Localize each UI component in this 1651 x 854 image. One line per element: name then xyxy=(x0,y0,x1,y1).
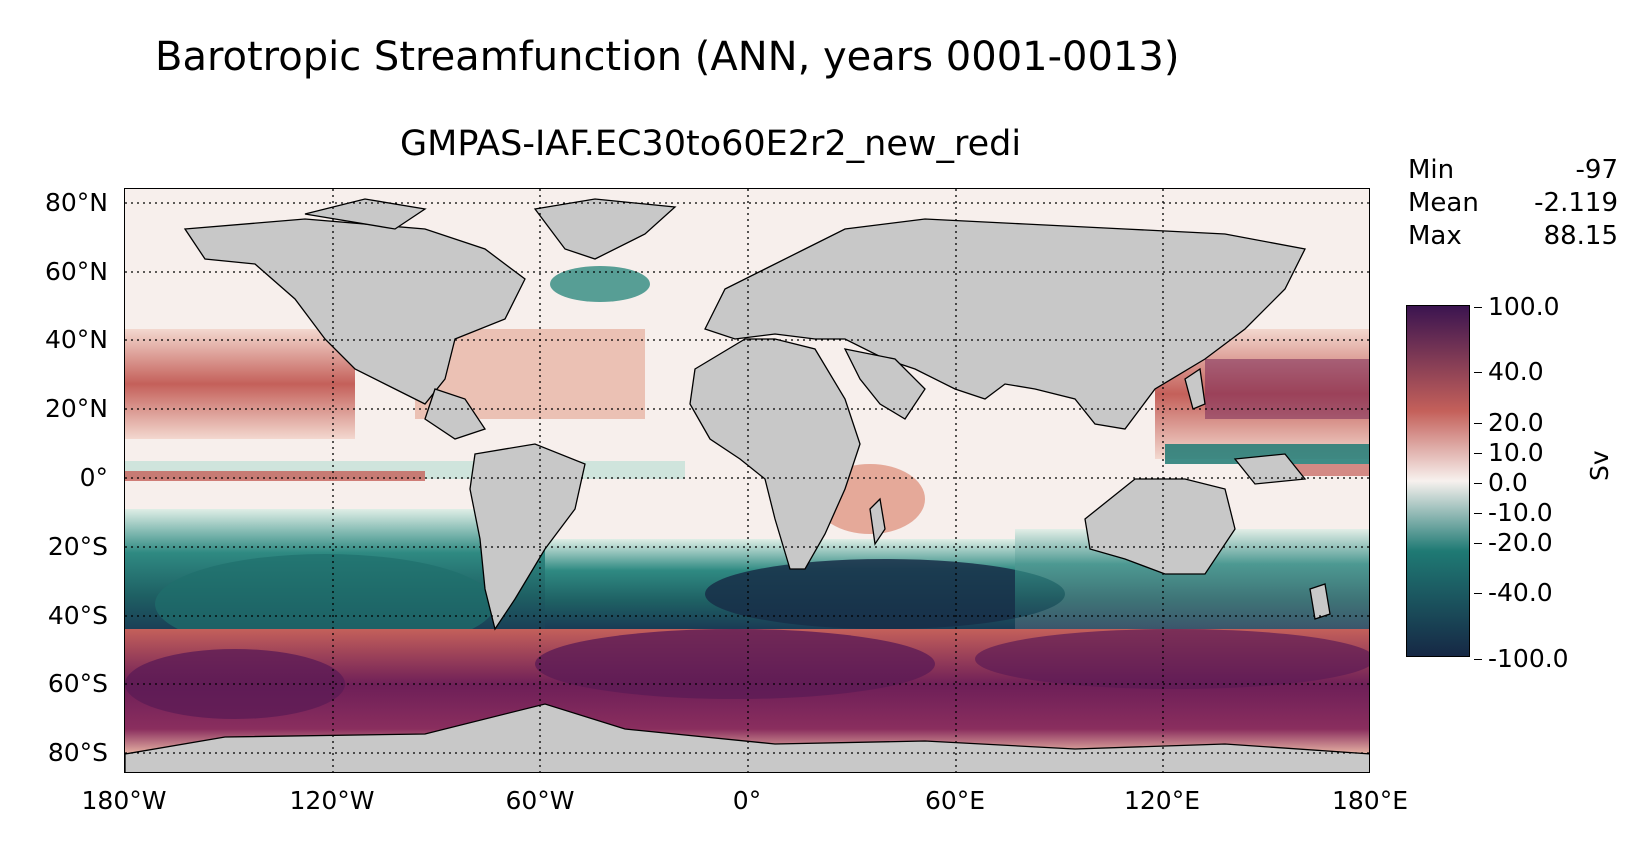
stat-min-label: Min xyxy=(1408,155,1455,185)
lat-tick-80s: 80°S xyxy=(47,738,108,767)
lat-tick-40n: 40°N xyxy=(44,325,108,354)
colorbar-tick-100: 100.0 xyxy=(1474,292,1560,321)
stat-min-value: -97 xyxy=(1575,155,1618,185)
lon-tick-60e: 60°E xyxy=(924,786,986,815)
colorbar-tick-0: 0.0 xyxy=(1474,468,1528,497)
colorbar-tick-20: 20.0 xyxy=(1474,408,1544,437)
lon-tick-180e: 180°E xyxy=(1331,786,1409,815)
figure-title: Barotropic Streamfunction (ANN, years 00… xyxy=(155,34,1180,80)
stat-max-label: Max xyxy=(1408,221,1462,251)
colorbar xyxy=(1406,305,1470,657)
colorbar-tick-10: 10.0 xyxy=(1474,438,1544,467)
lat-tick-40s: 40°S xyxy=(47,601,108,630)
colorbar-tick-neg20: -20.0 xyxy=(1474,528,1553,557)
lon-tick-120e: 120°E xyxy=(1123,786,1201,815)
colorbar-tick-neg100: -100.0 xyxy=(1474,644,1569,673)
stat-max: Max 88.15 xyxy=(1408,220,1618,253)
land-masses xyxy=(125,198,1369,772)
stat-mean: Mean -2.119 xyxy=(1408,187,1618,220)
lat-tick-20s: 20°S xyxy=(47,532,108,561)
lat-tick-80n: 80°N xyxy=(44,188,108,217)
lat-tick-60n: 60°N xyxy=(44,257,108,286)
lat-tick-20n: 20°N xyxy=(44,394,108,423)
lat-tick-0: 0° xyxy=(79,463,108,492)
map-plot xyxy=(124,188,1370,773)
stat-mean-label: Mean xyxy=(1408,188,1479,218)
colorbar-tick-40: 40.0 xyxy=(1474,357,1544,386)
colorbar-tick-neg40: -40.0 xyxy=(1474,578,1553,607)
stats-box: Min -97 Mean -2.119 Max 88.15 xyxy=(1408,154,1618,253)
stat-mean-value: -2.119 xyxy=(1534,188,1618,218)
lon-tick-60w: 60°W xyxy=(505,786,575,815)
graticule xyxy=(125,189,1369,772)
stat-max-value: 88.15 xyxy=(1543,221,1618,251)
colorbar-tick-neg10: -10.0 xyxy=(1474,498,1553,527)
stat-min: Min -97 xyxy=(1408,154,1618,187)
lat-tick-60s: 60°S xyxy=(47,669,108,698)
map-canvas xyxy=(125,189,1369,772)
map-subtitle: GMPAS-IAF.EC30to60E2r2_new_redi xyxy=(400,124,1022,164)
lon-tick-180w: 180°W xyxy=(81,786,167,815)
lon-tick-0: 0° xyxy=(732,786,762,815)
colorbar-unit-label: Sv xyxy=(1585,450,1614,481)
lon-tick-120w: 120°W xyxy=(289,786,375,815)
